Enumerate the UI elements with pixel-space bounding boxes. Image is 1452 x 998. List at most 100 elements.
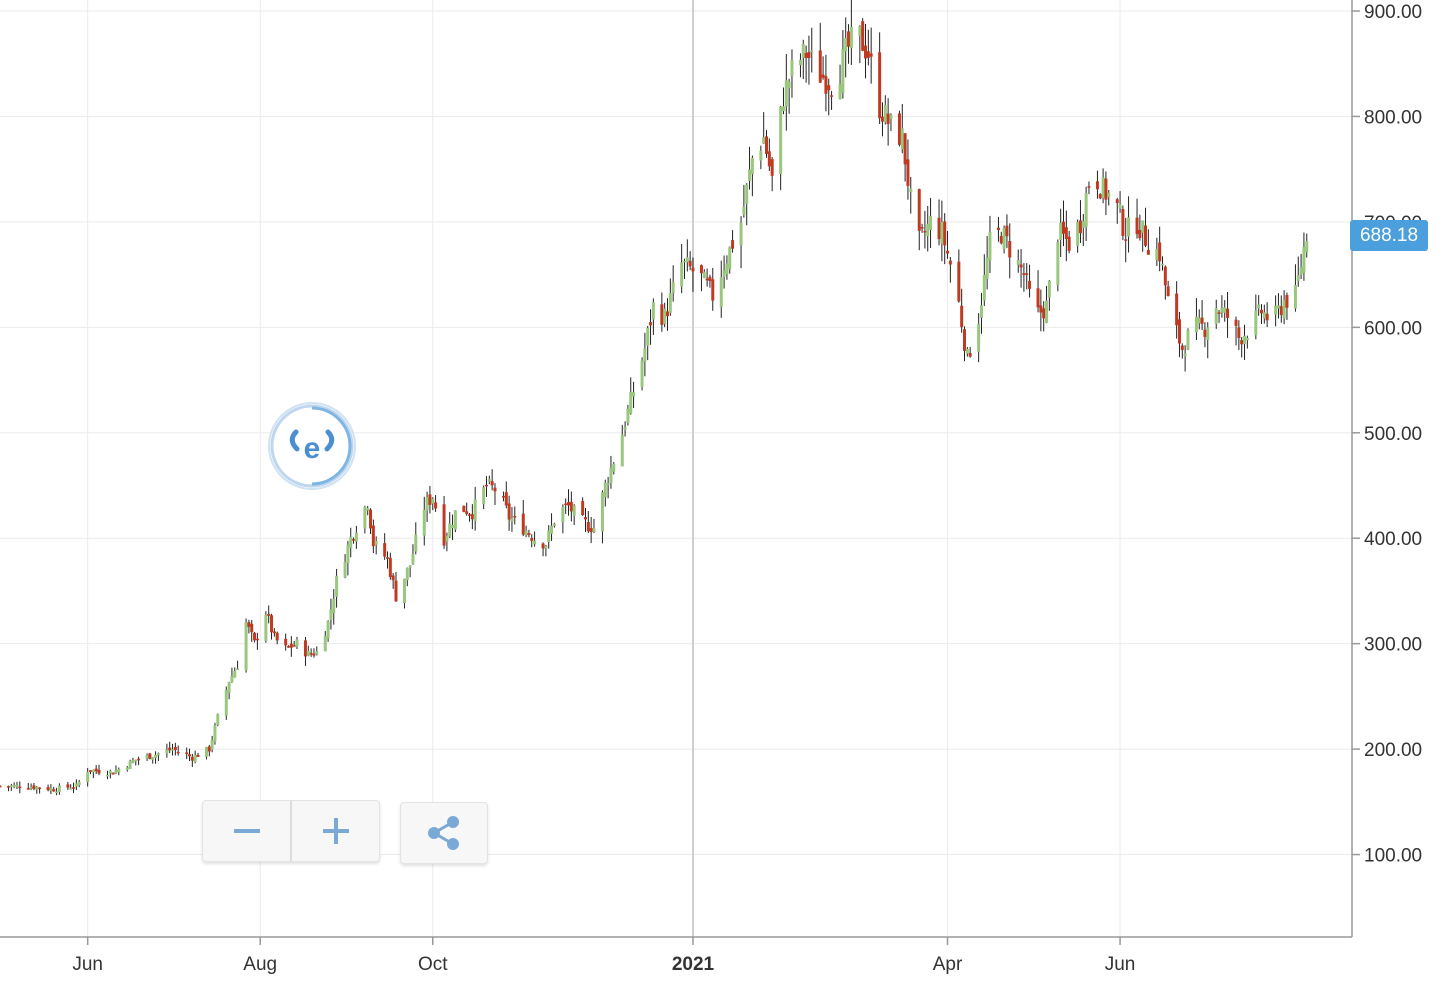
ohlc-bar-down: [770, 159, 774, 176]
ohlc-bar-up: [1257, 304, 1261, 309]
ohlc-bar-up: [306, 650, 310, 656]
ohlc-bar-up: [646, 327, 650, 346]
ohlc-bar-up: [1220, 307, 1224, 313]
ohlc-bar-up: [12, 785, 16, 788]
ohlc-bar-down: [1166, 286, 1170, 297]
ohlc-bar-up: [295, 639, 299, 647]
ohlc-bar-up: [343, 561, 347, 578]
ohlc-bar-down: [309, 653, 313, 655]
ohlc-bar-down: [507, 503, 511, 520]
minus-icon: [233, 829, 260, 833]
ohlc-bar-down: [369, 509, 373, 529]
ohlc-bar-down: [462, 505, 466, 512]
ohlc-bar-up: [1206, 327, 1210, 341]
axes: [0, 0, 1353, 938]
ohlc-bar-up: [1243, 335, 1247, 345]
ohlc-bar-up: [422, 509, 426, 536]
ohlc-bar-down: [173, 746, 177, 750]
ohlc-bar-down: [878, 52, 882, 119]
ohlc-bar-up: [742, 206, 746, 215]
ohlc-bar-down: [97, 770, 101, 774]
ohlc-bar-down: [708, 276, 712, 281]
ohlc-bar-up: [1194, 316, 1198, 333]
ohlc-bar-up: [1076, 222, 1080, 246]
ohlc-bar-up: [405, 567, 409, 581]
ohlc-bar-down: [196, 754, 200, 757]
ohlc-bar-down: [292, 645, 296, 647]
ohlc-bar-up: [1296, 275, 1300, 281]
ohlc-bar-up: [244, 622, 248, 671]
ohlc-bar-up: [55, 791, 59, 793]
ohlc-bar-up: [165, 749, 169, 754]
ohlc-bar-up: [224, 689, 228, 716]
ohlc-bar-down: [864, 45, 868, 59]
ohlc-bar-down: [148, 753, 152, 759]
ohlc-bar-up: [366, 508, 370, 511]
ohlc-bar-up: [533, 540, 537, 545]
ohlc-bar-down: [388, 557, 392, 577]
y-tick-label: 100.00: [1364, 846, 1422, 867]
y-tick-label: 500.00: [1364, 424, 1422, 445]
ohlc-bar-up: [86, 772, 90, 783]
ohlc-bar-up: [171, 749, 175, 751]
ohlc-bar-up: [643, 348, 647, 362]
ohlc-bar-down: [6, 786, 10, 788]
ohlc-bar-up: [49, 788, 53, 791]
ohlc-bar-down: [289, 643, 293, 648]
y-tick-label: 300.00: [1364, 635, 1422, 656]
ohlc-bar-down: [275, 632, 279, 641]
x-tick-label: Jun: [72, 954, 103, 975]
ohlc-bar-down: [880, 116, 884, 122]
ohlc-bar-up: [739, 222, 743, 246]
ohlc-bar-down: [1124, 239, 1128, 241]
ohlc-bar-up: [57, 785, 61, 793]
ohlc-bar-up: [1293, 284, 1297, 309]
ohlc-bar-up: [236, 668, 240, 671]
ohlc-bar-up: [685, 257, 689, 263]
ohlc-bar-up: [230, 675, 234, 682]
ohlc-bar-up: [702, 271, 706, 278]
ohlc-bar-up: [105, 774, 109, 777]
ohlc-bar-up: [335, 575, 339, 597]
ohlc-bar-up: [612, 463, 616, 472]
ohlc-bar-up: [473, 499, 477, 522]
ohlc-bar-down: [465, 511, 469, 515]
ohlc-bar-down: [527, 533, 531, 536]
ohlc-bar-down: [434, 502, 438, 509]
y-tick-label: 400.00: [1364, 529, 1422, 550]
ohlc-bar-down: [1036, 288, 1040, 308]
y-axis-ticks: 100.00200.00300.00400.00500.00600.00700.…: [1352, 2, 1422, 867]
zoom-in-button[interactable]: [290, 801, 379, 861]
ohlc-bar-up: [592, 528, 596, 532]
ohlc-bar-down: [1022, 273, 1026, 275]
ohlc-bar-up: [1299, 267, 1303, 275]
ohlc-bar-down: [691, 267, 695, 272]
ohlc-bar-down: [137, 758, 141, 761]
ohlc-bar-down: [1175, 293, 1179, 326]
ohlc-bar-down: [1265, 313, 1269, 321]
ohlc-bar-up: [487, 479, 491, 482]
ohlc-bar-up: [349, 536, 353, 548]
ohlc-bar-down: [0, 785, 2, 788]
ohlc-bar-up: [114, 770, 118, 774]
ohlc-bar-down: [176, 751, 180, 754]
ohlc-bar-up: [453, 510, 457, 530]
ohlc-bar-down: [1240, 340, 1244, 345]
ohlc-bar-up: [29, 787, 33, 789]
ohlc-bar-up: [629, 391, 633, 414]
y-tick-label: 200.00: [1364, 740, 1422, 761]
ohlc-bar-down: [521, 513, 525, 535]
ohlc-bar-up: [1254, 310, 1258, 336]
ohlc-bar-down: [1135, 217, 1139, 235]
ohlc-bar-up: [425, 497, 429, 511]
ohlc-bar-down: [861, 21, 865, 51]
ohlc-bar-down: [821, 74, 825, 78]
ohlc-bar-up: [663, 308, 667, 324]
share-button[interactable]: [401, 803, 487, 863]
ohlc-bar-down: [46, 787, 50, 791]
ohlc-bar-up: [1183, 353, 1187, 357]
ohlc-bar-down: [866, 51, 870, 58]
ohlc-bar-up: [784, 80, 788, 107]
zoom-out-button[interactable]: [203, 801, 290, 861]
